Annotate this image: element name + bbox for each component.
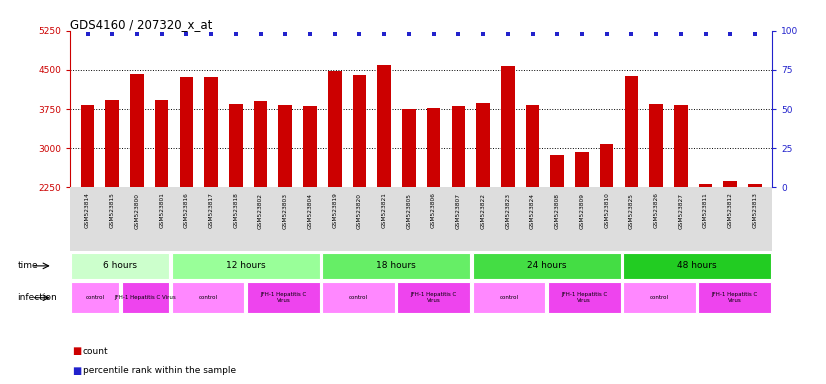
Text: GSM523821: GSM523821 (382, 193, 387, 228)
Text: GSM523819: GSM523819 (332, 193, 337, 228)
Text: JFH-1 Hepatitis C
Virus: JFH-1 Hepatitis C Virus (260, 292, 306, 303)
Text: 24 hours: 24 hours (527, 262, 567, 270)
Bar (72, 253, 169, 279)
Bar (247, 282, 320, 313)
Text: GSM523815: GSM523815 (110, 193, 115, 228)
Bar (624, 76, 638, 305)
Bar (179, 77, 193, 305)
Text: GSM523807: GSM523807 (456, 193, 461, 228)
Bar (501, 66, 515, 305)
Text: GSM523826: GSM523826 (653, 193, 658, 228)
Text: GSM523814: GSM523814 (85, 193, 90, 228)
Bar (328, 71, 341, 305)
Text: count: count (83, 347, 108, 356)
Bar (72, 282, 119, 313)
Bar (674, 106, 687, 305)
Text: GSM523811: GSM523811 (703, 193, 708, 228)
Bar (623, 253, 771, 279)
Bar (748, 184, 762, 305)
Text: GSM523820: GSM523820 (357, 193, 362, 228)
Text: infection: infection (17, 293, 57, 302)
Text: 12 hours: 12 hours (226, 262, 265, 270)
Text: control: control (86, 295, 105, 300)
Text: GSM523800: GSM523800 (135, 193, 140, 228)
Bar (121, 282, 169, 313)
Text: GSM523812: GSM523812 (728, 193, 733, 228)
Text: GSM523817: GSM523817 (209, 193, 214, 228)
Text: GSM523813: GSM523813 (752, 193, 757, 228)
Text: control: control (349, 295, 368, 300)
Text: GSM523805: GSM523805 (406, 193, 411, 228)
Text: GSM523810: GSM523810 (604, 193, 609, 228)
Bar (278, 105, 292, 305)
Text: control: control (650, 295, 669, 300)
Text: ■: ■ (72, 346, 81, 356)
Bar (155, 100, 169, 305)
Text: 48 hours: 48 hours (677, 262, 717, 270)
Text: percentile rank within the sample: percentile rank within the sample (83, 366, 235, 375)
Bar (698, 282, 771, 313)
Bar (649, 104, 663, 305)
Text: GSM523816: GSM523816 (184, 193, 189, 228)
Text: GSM523802: GSM523802 (258, 193, 263, 228)
Text: 18 hours: 18 hours (377, 262, 416, 270)
Bar (397, 282, 470, 313)
Bar (699, 184, 712, 305)
Text: GSM523804: GSM523804 (307, 193, 312, 228)
Bar (427, 108, 440, 305)
Bar (303, 106, 317, 305)
Bar (575, 152, 589, 305)
Text: JFH-1 Hepatitis C Virus: JFH-1 Hepatitis C Virus (115, 295, 176, 300)
Text: GSM523818: GSM523818 (234, 193, 239, 228)
Text: GSM523823: GSM523823 (506, 193, 510, 228)
Text: GDS4160 / 207320_x_at: GDS4160 / 207320_x_at (70, 18, 212, 31)
Bar (172, 282, 244, 313)
Bar (229, 104, 243, 305)
Bar (322, 282, 395, 313)
Bar (377, 65, 391, 305)
Text: GSM523822: GSM523822 (481, 193, 486, 228)
Text: GSM523825: GSM523825 (629, 193, 634, 228)
Text: GSM523824: GSM523824 (530, 193, 535, 228)
Bar (472, 282, 545, 313)
Text: GSM523803: GSM523803 (282, 193, 287, 228)
Bar (452, 106, 465, 305)
Text: control: control (500, 295, 519, 300)
Text: JFH-1 Hepatitis C
Virus: JFH-1 Hepatitis C Virus (561, 292, 607, 303)
Bar (204, 77, 218, 305)
Bar (477, 103, 490, 305)
Bar (472, 253, 620, 279)
Bar (81, 106, 94, 305)
Text: GSM523809: GSM523809 (580, 193, 585, 228)
Text: GSM523806: GSM523806 (431, 193, 436, 228)
Bar (600, 144, 614, 305)
Bar (724, 181, 737, 305)
Text: time: time (17, 262, 38, 270)
Text: GSM523801: GSM523801 (159, 193, 164, 228)
Bar (322, 253, 470, 279)
Bar (623, 282, 695, 313)
Bar (550, 155, 564, 305)
Bar (172, 253, 320, 279)
Bar (353, 74, 366, 305)
Bar (131, 74, 144, 305)
Text: JFH-1 Hepatitis C
Virus: JFH-1 Hepatitis C Virus (411, 292, 457, 303)
Text: ■: ■ (72, 366, 81, 376)
Text: GSM523827: GSM523827 (678, 193, 683, 228)
Bar (254, 101, 268, 305)
Bar (548, 282, 620, 313)
Bar (525, 105, 539, 305)
Text: GSM523808: GSM523808 (555, 193, 560, 228)
Text: JFH-1 Hepatitis C
Virus: JFH-1 Hepatitis C Virus (711, 292, 757, 303)
Text: 6 hours: 6 hours (103, 262, 137, 270)
Bar (402, 109, 415, 305)
Bar (106, 100, 119, 305)
Text: control: control (198, 295, 217, 300)
